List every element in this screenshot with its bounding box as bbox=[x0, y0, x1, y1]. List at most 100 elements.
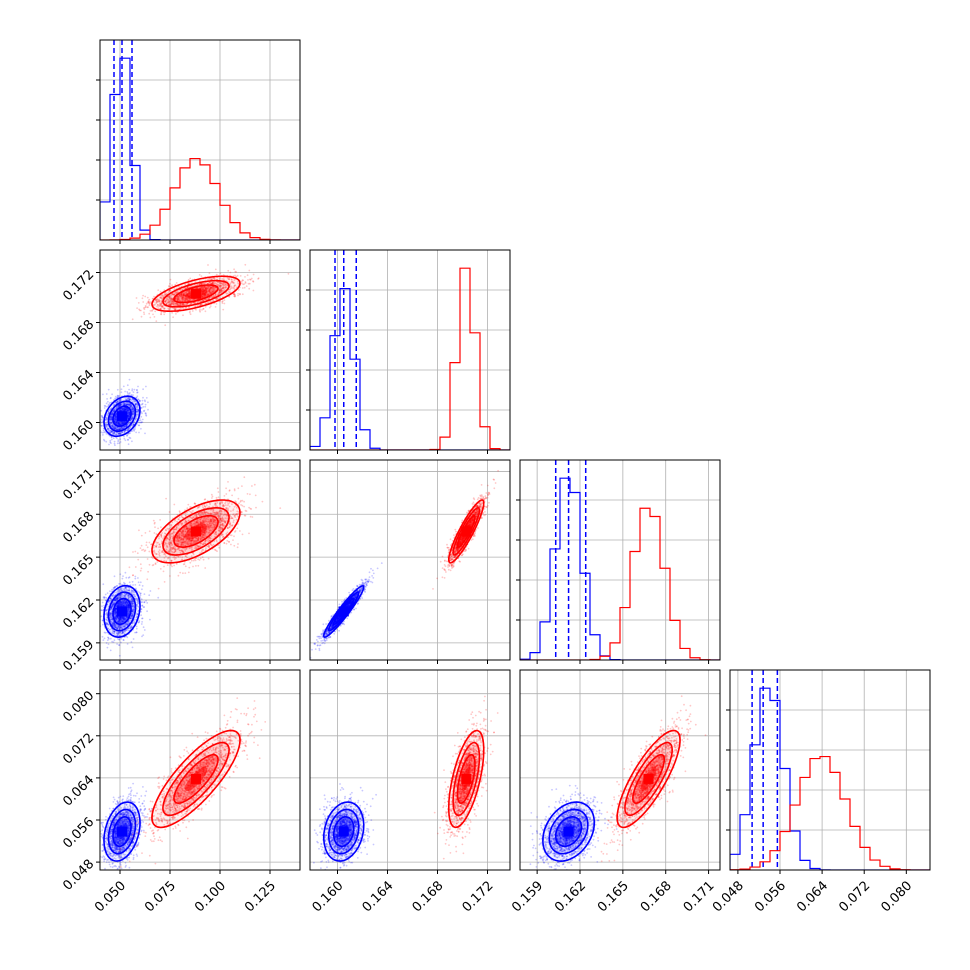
scatter-point bbox=[133, 430, 136, 432]
scatter-point bbox=[169, 282, 171, 285]
scatter-point bbox=[111, 430, 113, 433]
scatter-point bbox=[111, 430, 113, 433]
scatter-point bbox=[106, 398, 108, 400]
scatter-point bbox=[125, 407, 128, 409]
scatter-point bbox=[125, 424, 128, 426]
scatter-point bbox=[109, 416, 112, 419]
scatter-point bbox=[131, 408, 134, 411]
scatter-point bbox=[110, 413, 113, 416]
scatter-point bbox=[132, 407, 135, 410]
scatter-point bbox=[155, 320, 158, 322]
scatter-point bbox=[248, 269, 251, 272]
scatter-point bbox=[112, 404, 115, 407]
scatter-point bbox=[139, 400, 141, 403]
scatter-point bbox=[229, 271, 232, 274]
scatter-point bbox=[110, 425, 113, 427]
scatter-point bbox=[147, 401, 149, 404]
scatter-point bbox=[131, 413, 134, 416]
scatter-point bbox=[204, 305, 207, 308]
scatter-point bbox=[101, 601, 104, 604]
scatter-point bbox=[127, 439, 130, 441]
scatter-point bbox=[148, 298, 151, 301]
scatter-point bbox=[126, 423, 129, 426]
scatter-point bbox=[112, 437, 115, 440]
scatter-point bbox=[111, 438, 113, 441]
scatter-point bbox=[105, 432, 108, 435]
scatter-point bbox=[100, 431, 103, 434]
scatter-point bbox=[119, 403, 122, 406]
scatter-point bbox=[134, 400, 137, 402]
scatter-point bbox=[120, 637, 123, 640]
scatter-point bbox=[121, 422, 123, 425]
scatter-point bbox=[149, 590, 152, 592]
scatter-point bbox=[138, 431, 140, 434]
scatter-point bbox=[139, 419, 142, 422]
scatter-point bbox=[106, 418, 109, 420]
scatter-point bbox=[115, 421, 118, 424]
scatter-point bbox=[119, 431, 121, 434]
scatter-point bbox=[249, 278, 251, 281]
scatter-point bbox=[145, 414, 148, 417]
scatter-point bbox=[118, 428, 121, 431]
scatter-point bbox=[109, 397, 112, 400]
scatter-point bbox=[125, 403, 128, 406]
scatter-point bbox=[113, 418, 116, 421]
scatter-point bbox=[124, 439, 127, 442]
scatter-point bbox=[199, 308, 201, 311]
scatter-point bbox=[135, 415, 138, 417]
scatter-point bbox=[145, 385, 147, 388]
scatter-point bbox=[129, 392, 131, 394]
scatter-point bbox=[113, 419, 116, 422]
scatter-point bbox=[241, 293, 244, 296]
scatter-point bbox=[110, 436, 113, 438]
scatter-point bbox=[143, 606, 146, 608]
scatter-point bbox=[118, 399, 120, 402]
scatter-point bbox=[120, 421, 122, 423]
scatter-point bbox=[163, 313, 166, 316]
scatter-point bbox=[146, 602, 149, 604]
scatter-point bbox=[108, 430, 111, 432]
scatter-point bbox=[102, 639, 105, 641]
scatter-point bbox=[143, 313, 146, 315]
corner-plot-panels: 0.1600.1640.1680.1720.1590.1620.1650.168… bbox=[60, 39, 931, 915]
scatter-point bbox=[103, 407, 106, 409]
scatter-point bbox=[233, 268, 236, 271]
scatter-point bbox=[134, 584, 137, 586]
scatter-point bbox=[128, 398, 131, 400]
scatter-point bbox=[143, 410, 145, 413]
scatter-point bbox=[108, 403, 111, 406]
scatter-point bbox=[97, 596, 99, 598]
scatter-point bbox=[135, 625, 138, 628]
scatter-point bbox=[128, 403, 130, 406]
scatter-point bbox=[132, 638, 135, 640]
scatter-point bbox=[126, 438, 129, 441]
scatter-point bbox=[131, 646, 134, 649]
scatter-point bbox=[143, 311, 145, 314]
scatter-point bbox=[107, 429, 110, 432]
scatter-point bbox=[104, 405, 107, 408]
scatter-point bbox=[121, 420, 124, 423]
scatter-point bbox=[126, 407, 129, 410]
scatter-point bbox=[138, 424, 141, 427]
scatter-point bbox=[215, 303, 218, 305]
scatter-point bbox=[133, 399, 135, 401]
scatter-point bbox=[135, 431, 138, 434]
scatter-point bbox=[117, 421, 120, 424]
scatter-point bbox=[119, 441, 122, 443]
scatter-point bbox=[121, 408, 124, 411]
scatter-point bbox=[136, 391, 139, 394]
scatter-point bbox=[113, 425, 116, 428]
scatter-point bbox=[125, 424, 128, 427]
scatter-point bbox=[123, 409, 126, 411]
scatter-point bbox=[123, 437, 126, 440]
scatter-point bbox=[127, 415, 129, 417]
scatter-point bbox=[128, 581, 131, 584]
scatter-point bbox=[102, 429, 105, 432]
scatter-point bbox=[128, 412, 131, 414]
scatter-point bbox=[234, 270, 237, 273]
scatter-point bbox=[109, 421, 111, 423]
scatter-point bbox=[97, 597, 99, 599]
scatter-point bbox=[109, 649, 112, 652]
scatter-point bbox=[96, 632, 98, 634]
